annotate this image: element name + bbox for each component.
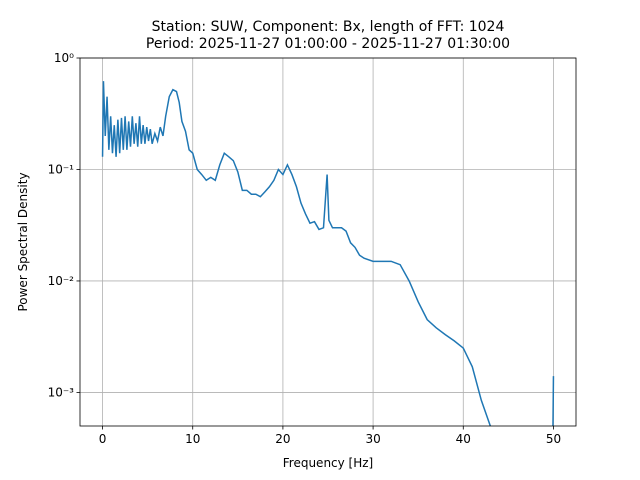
x-tick-label: 50 bbox=[546, 432, 561, 446]
plot-area bbox=[101, 81, 555, 426]
y-axis-label: Power Spectral Density bbox=[16, 172, 30, 311]
x-axis-label: Frequency [Hz] bbox=[283, 456, 374, 470]
y-tick-label: 10⁻¹ bbox=[48, 162, 75, 176]
chart-title: Station: SUW, Component: Bx, length of F… bbox=[152, 19, 505, 35]
data-line bbox=[101, 81, 555, 426]
x-tick-label: 10 bbox=[185, 432, 200, 446]
plot-frame bbox=[79, 57, 577, 427]
x-tick-label: 0 bbox=[99, 432, 107, 446]
x-tick-label: 40 bbox=[456, 432, 471, 446]
x-tick-label: 30 bbox=[365, 432, 380, 446]
y-tick-label: 10⁻² bbox=[48, 274, 75, 288]
y-tick-label: 10⁰ bbox=[54, 51, 74, 65]
x-tick-label: 20 bbox=[275, 432, 290, 446]
y-tick-label: 10⁻³ bbox=[48, 385, 75, 399]
chart-subtitle: Period: 2025-11-27 01:00:00 - 2025-11-27… bbox=[146, 36, 510, 52]
